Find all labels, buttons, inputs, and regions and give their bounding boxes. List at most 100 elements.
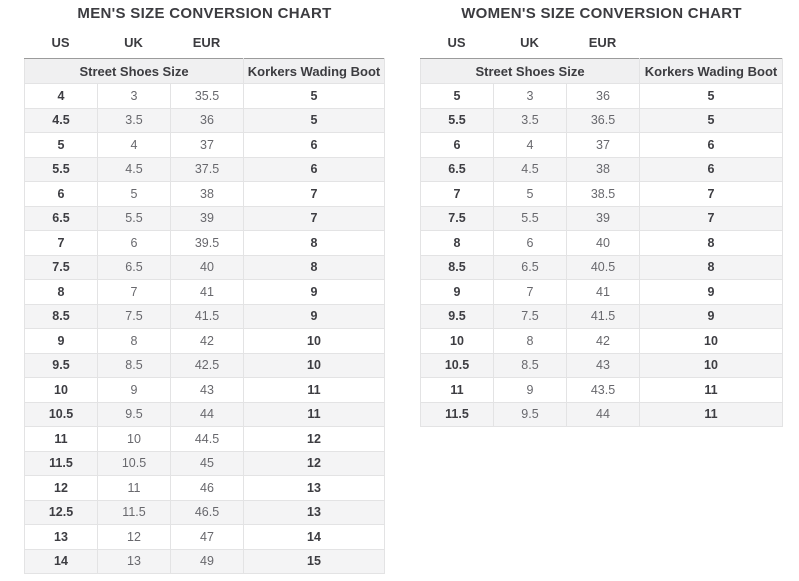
size-cell: 11 [639,401,783,427]
size-cell: 43 [565,352,641,378]
size-cell: 5.5 [24,156,98,182]
size-cell: 5 [639,83,783,109]
size-cell: 36 [565,83,641,109]
size-cell: 6 [97,230,171,256]
size-cell: 37 [565,132,641,158]
group-header-row: Street Shoes Size Korkers Wading Boot [23,58,385,84]
size-cell: 9 [493,377,567,403]
size-cell: 10 [243,328,385,354]
size-cell: 5 [97,181,171,207]
table-row: 8.5 6.5 40.5 8 [420,254,783,280]
table-row: 7.5 6.5 40 8 [24,254,385,280]
size-cell: 8.5 [97,352,171,378]
table-row: 5.5 3.5 36.5 5 [420,107,783,133]
table-row: 12.5 11.5 46.5 13 [24,499,385,525]
size-cell: 7 [24,230,98,256]
size-cell: 44.5 [169,426,245,452]
size-cell: 12 [243,426,385,452]
column-label-eur: EUR [192,35,221,50]
size-cell: 9.5 [24,352,98,378]
column-label-us: US [447,35,466,50]
size-cell: 14 [24,548,98,574]
womens-size-conversion-chart: WOMEN'S SIZE CONVERSION CHART US UK EUR … [419,5,783,427]
size-cell: 7.5 [420,205,494,231]
size-cell: 7.5 [493,303,567,329]
size-cell: 7 [639,205,783,231]
mens-size-conversion-chart: MEN'S SIZE CONVERSION CHART US UK EUR St… [23,5,385,574]
size-cell: 9 [243,303,385,329]
size-cell: 10.5 [420,352,494,378]
table-row: 8 6 40 8 [420,230,783,256]
size-cell: 7.5 [97,303,171,329]
table-row: 10 8 42 10 [420,328,783,354]
table-row: 7 5 38.5 7 [420,181,783,207]
table-row: 12 11 46 13 [24,475,385,501]
size-cell: 6 [493,230,567,256]
size-cell: 7 [639,181,783,207]
size-cell: 44 [565,401,641,427]
size-cell: 4.5 [493,156,567,182]
size-cell: 5 [420,83,494,109]
table-row: 6.5 5.5 39 7 [24,205,385,231]
size-cell: 9 [243,279,385,305]
size-cell: 40.5 [565,254,641,280]
size-cell: 7 [493,279,567,305]
size-cell: 7.5 [24,254,98,280]
size-cell: 5 [639,107,783,133]
size-cell: 38 [565,156,641,182]
table-row: 5 4 37 6 [24,132,385,158]
size-cell: 8.5 [24,303,98,329]
korkers-wading-boot-header: Korkers Wading Boot [639,58,783,84]
size-cell: 4 [24,83,98,109]
table-row: 7 6 39.5 8 [24,230,385,256]
table-row: 11 9 43.5 11 [420,377,783,403]
size-cell: 41.5 [565,303,641,329]
size-cell: 6.5 [493,254,567,280]
size-cell: 15 [243,548,385,574]
size-cell: 36 [169,107,245,133]
size-cell: 5 [24,132,98,158]
size-cell: 12 [97,524,171,550]
table-row: 8.5 7.5 41.5 9 [24,303,385,329]
size-cell: 8 [639,230,783,256]
size-cell: 9.5 [493,401,567,427]
column-label-uk: UK [124,35,143,50]
size-cell: 5 [493,181,567,207]
size-cell: 10.5 [24,401,98,427]
size-cell: 11 [639,377,783,403]
table-row: 9.5 8.5 42.5 10 [24,352,385,378]
size-cell: 42 [169,328,245,354]
size-cell: 49 [169,548,245,574]
size-cell: 8 [639,254,783,280]
table-row: 10.5 8.5 43 10 [420,352,783,378]
table-row: 4 3 35.5 5 [24,83,385,109]
size-cell: 13 [243,499,385,525]
size-cell: 12 [243,450,385,476]
size-cell: 11 [243,377,385,403]
table-row: 6 5 38 7 [24,181,385,207]
size-cell: 41.5 [169,303,245,329]
group-header-row: Street Shoes Size Korkers Wading Boot [419,58,783,84]
table-row: 7.5 5.5 39 7 [420,205,783,231]
size-cell: 10 [639,328,783,354]
mens-column-labels: US UK EUR [24,35,385,50]
size-cell: 9 [639,303,783,329]
size-cell: 8 [24,279,98,305]
size-cell: 42.5 [169,352,245,378]
size-cell: 7 [243,205,385,231]
size-cell: 5.5 [97,205,171,231]
size-cell: 8 [420,230,494,256]
table-row: 9 7 41 9 [420,279,783,305]
size-cell: 47 [169,524,245,550]
size-cell: 41 [169,279,245,305]
size-cell: 13 [24,524,98,550]
womens-chart-title: WOMEN'S SIZE CONVERSION CHART [461,5,742,22]
size-cell: 11.5 [97,499,171,525]
size-cell: 3 [493,83,567,109]
table-row: 5 3 36 5 [420,83,783,109]
size-cell: 8 [493,328,567,354]
size-cell: 40 [565,230,641,256]
size-cell: 14 [243,524,385,550]
table-row: 9 8 42 10 [24,328,385,354]
